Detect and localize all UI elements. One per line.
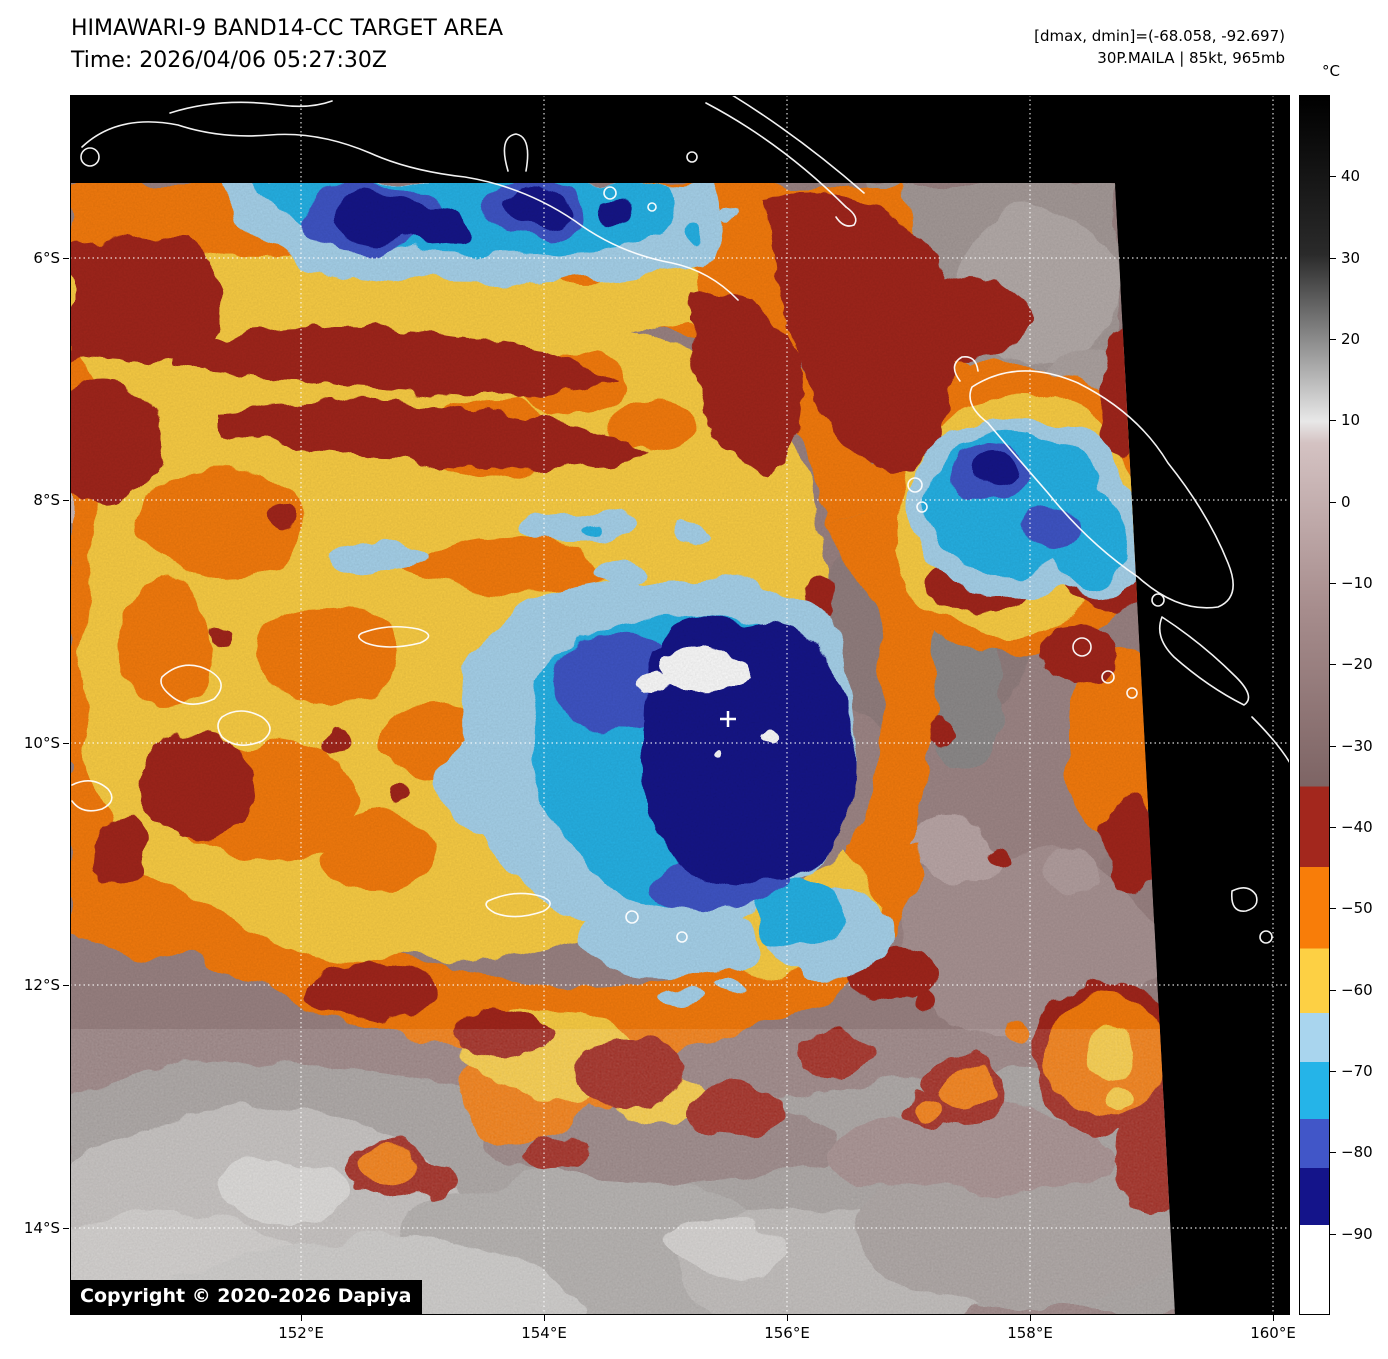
coastlines — [71, 95, 1290, 944]
y-axis-tick-label: 8°S — [33, 491, 60, 509]
y-axis-tick-label: 10°S — [23, 734, 60, 752]
colorbar-tick-mark — [1330, 258, 1336, 259]
colorbar-tick-label: 0 — [1341, 493, 1351, 511]
colorbar-tick-label: 30 — [1341, 249, 1361, 267]
colorbar-tick-label: −80 — [1341, 1143, 1373, 1161]
data-swath — [70, 183, 1175, 1315]
y-axis-tick-mark — [63, 1228, 69, 1229]
colorbar-tick-mark — [1330, 502, 1336, 503]
dmax-dmin-label: [dmax, dmin]=(-68.058, -92.697) — [1034, 27, 1285, 45]
colorbar-unit-label: °C — [1322, 62, 1340, 80]
colorbar-tick-mark — [1330, 176, 1336, 177]
x-axis-tick-mark — [1273, 1315, 1274, 1321]
satellite-map-svg — [70, 95, 1290, 1315]
x-axis-tick-label: 156°E — [764, 1324, 810, 1342]
colorbar-tick-mark — [1330, 1071, 1336, 1072]
x-axis-tick-label: 152°E — [278, 1324, 324, 1342]
colorbar-tick-label: 40 — [1341, 167, 1361, 185]
colorbar-tick-label: −30 — [1341, 737, 1373, 755]
colorbar-tick-label: −50 — [1341, 899, 1373, 917]
y-axis-tick-label: 14°S — [23, 1219, 60, 1237]
x-axis-tick-mark — [1030, 1315, 1031, 1321]
plot-frame — [70, 95, 1290, 1315]
colorbar-tick-label: −40 — [1341, 818, 1373, 836]
colorbar-tick-mark — [1330, 990, 1336, 991]
x-axis-tick-label: 160°E — [1250, 1324, 1296, 1342]
noise-texture-bottom — [70, 1055, 1175, 1315]
page-title: HIMAWARI-9 BAND14-CC TARGET AREA — [71, 16, 504, 41]
colorbar-tick-label: −20 — [1341, 655, 1373, 673]
y-axis-tick-label: 6°S — [33, 249, 60, 267]
colorbar-tick-mark — [1330, 908, 1336, 909]
x-axis-tick-mark — [544, 1315, 545, 1321]
time-label: Time: 2026/04/06 05:27:30Z — [71, 48, 387, 73]
y-axis-tick-mark — [63, 985, 69, 986]
x-axis-tick-label: 154°E — [521, 1324, 567, 1342]
colorbar-tick-mark — [1330, 827, 1336, 828]
colorbar-gradient — [1300, 96, 1329, 1314]
satellite-map — [70, 95, 1290, 1315]
colorbar-tick-mark — [1330, 1152, 1336, 1153]
y-axis-tick-mark — [63, 500, 69, 501]
colorbar-tick-label: 10 — [1341, 411, 1361, 429]
colorbar — [1299, 95, 1330, 1315]
colorbar-tick-mark — [1330, 420, 1336, 421]
copyright-badge: Copyright © 2020-2026 Dapiya — [70, 1280, 423, 1314]
y-axis-tick-mark — [63, 258, 69, 259]
y-axis-tick-label: 12°S — [23, 976, 60, 994]
x-axis-tick-mark — [301, 1315, 302, 1321]
y-axis-tick-mark — [63, 743, 69, 744]
grid-lines — [70, 95, 1290, 1315]
x-axis-tick-label: 158°E — [1007, 1324, 1053, 1342]
colorbar-tick-label: −10 — [1341, 574, 1373, 592]
storm-info-label: 30P.MAILA | 85kt, 965mb — [1097, 49, 1285, 67]
colorbar-tick-label: −60 — [1341, 981, 1373, 999]
colorbar-tick-mark — [1330, 664, 1336, 665]
colorbar-tick-mark — [1330, 746, 1336, 747]
colorbar-tick-mark — [1330, 339, 1336, 340]
colorbar-tick-label: −90 — [1341, 1225, 1373, 1243]
colorbar-tick-label: −70 — [1341, 1062, 1373, 1080]
storm-center-marker — [720, 711, 736, 727]
colorbar-tick-mark — [1330, 583, 1336, 584]
x-axis-tick-mark — [787, 1315, 788, 1321]
colorbar-tick-mark — [1330, 1234, 1336, 1235]
colorbar-tick-label: 20 — [1341, 330, 1361, 348]
